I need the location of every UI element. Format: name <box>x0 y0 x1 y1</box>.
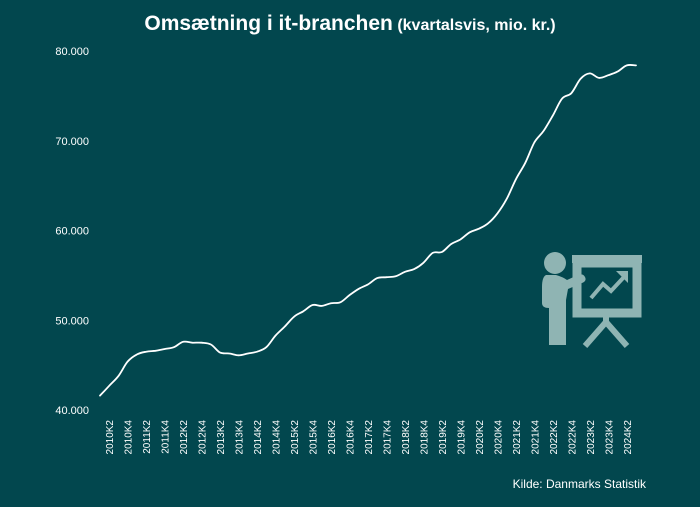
y-axis-ticks: 40.000 50.000 60.000 70.000 80.000 <box>55 46 89 417</box>
y-tick-label: 60.000 <box>55 226 89 238</box>
presenter-with-rising-chart-icon <box>542 252 642 348</box>
x-tick-label: 2014K2 <box>253 420 264 455</box>
x-tick-label: 2011K2 <box>142 420 153 454</box>
y-tick-label: 50.000 <box>55 315 89 327</box>
x-tick-label: 2012K4 <box>198 420 209 455</box>
x-tick-label: 2023K2 <box>586 420 597 455</box>
x-tick-label: 2019K2 <box>438 420 449 455</box>
x-tick-label: 2010K4 <box>124 420 135 455</box>
x-axis-ticks: 2010K2 2010K4 2011K2 2011K4 2012K2 2012K4 2013… <box>105 420 634 455</box>
x-tick-label: 2014K4 <box>272 420 283 455</box>
x-tick-label: 2020K4 <box>493 420 504 455</box>
x-tick-label: 2011K4 <box>161 420 172 454</box>
series-line-revenue <box>99 64 637 397</box>
x-tick-label: 2016K4 <box>346 420 357 455</box>
x-tick-label: 2012K2 <box>179 420 190 455</box>
x-tick-label: 2015K4 <box>309 420 320 455</box>
source-note: Kilde: Danmarks Statistik <box>512 477 646 491</box>
x-tick-label: 2018K4 <box>419 420 430 455</box>
x-tick-label: 2015K2 <box>290 420 301 455</box>
x-tick-label: 2021K2 <box>512 420 523 455</box>
chart-title: Omsætning i it-branchen <box>144 12 393 35</box>
x-tick-label: 2023K4 <box>604 420 615 455</box>
x-tick-label: 2017K4 <box>382 420 393 455</box>
x-tick-label: 2017K2 <box>364 420 375 455</box>
x-tick-label: 2010K2 <box>105 420 116 455</box>
y-tick-label: 80.000 <box>55 46 89 58</box>
x-tick-label: 2016K2 <box>327 420 338 455</box>
x-tick-label: 2022K2 <box>549 420 560 455</box>
x-tick-label: 2021K4 <box>530 420 541 455</box>
x-tick-label: 2019K4 <box>456 420 467 455</box>
x-tick-label: 2013K2 <box>216 420 227 455</box>
y-tick-label: 70.000 <box>55 136 89 148</box>
x-tick-label: 2013K4 <box>235 420 246 455</box>
x-tick-label: 2018K2 <box>401 420 412 455</box>
x-tick-label: 2020K2 <box>475 420 486 455</box>
x-tick-label: 2024K2 <box>623 420 634 455</box>
chart-subtitle: (kvartalsvis, mio. kr.) <box>397 17 556 34</box>
chart-title-block: Omsætning i it-branchen (kvartalsvis, mi… <box>0 12 700 36</box>
x-tick-label: 2022K4 <box>567 420 578 455</box>
y-tick-label: 40.000 <box>55 405 89 417</box>
